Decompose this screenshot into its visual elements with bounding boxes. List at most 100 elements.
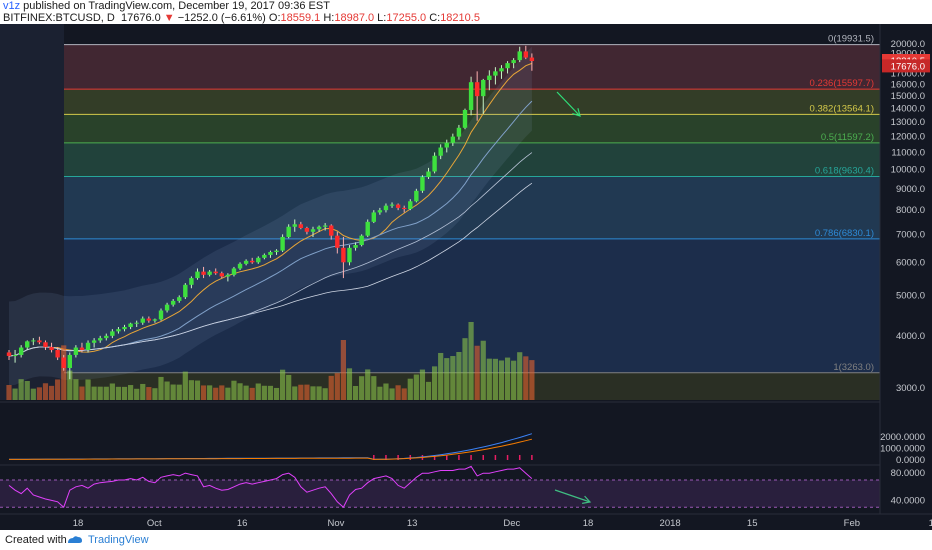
candle-body <box>474 82 480 97</box>
high-label: H: <box>323 12 335 24</box>
publish-line: v1z published on TradingView.com, Decemb… <box>0 0 932 12</box>
candle-body <box>383 205 389 211</box>
price-tick-label: 10000.0 <box>891 165 925 176</box>
volume-bar <box>523 356 529 400</box>
time-tick-label: 18 <box>583 518 594 529</box>
price-tick-label: 14000.0 <box>891 104 925 115</box>
price-chart[interactable]: 0(19931.5) 0.236(15597.7) 0.382(13564.1) 0.… <box>0 24 932 530</box>
price-tick-label: 7000.0 <box>896 229 925 240</box>
candle-body <box>12 354 18 356</box>
volume-bar <box>36 387 42 400</box>
candle-body <box>493 71 498 76</box>
volume-bar <box>182 371 188 400</box>
volume-bar <box>450 356 456 400</box>
price-axis-background <box>880 24 932 530</box>
volume-bar <box>140 383 146 400</box>
volume-bar <box>511 360 517 400</box>
candle-body <box>225 274 231 277</box>
candle-body <box>67 354 72 368</box>
volume-bar <box>310 386 316 400</box>
price-tick-label: 11000.0 <box>891 147 925 158</box>
candle-body <box>426 171 431 178</box>
price-change: −1252.0 (−6.61%) <box>177 12 266 24</box>
candle-body <box>444 142 449 148</box>
trend-arrow <box>556 91 581 117</box>
volume-bar <box>340 340 346 400</box>
candle-body <box>402 207 407 210</box>
candle-body <box>529 57 535 62</box>
moving-averages <box>8 46 533 386</box>
pre-fib-area <box>0 24 64 400</box>
fib-label: 0.786(6830.1) <box>815 228 874 239</box>
candle-body <box>140 318 145 323</box>
author-link[interactable]: v1z <box>3 0 21 12</box>
volume-bar <box>67 370 73 400</box>
volume-bar <box>492 358 498 400</box>
candle-body <box>250 260 255 263</box>
moving-average-line <box>8 62 533 357</box>
candle-body <box>286 226 291 237</box>
candle-body <box>128 323 133 327</box>
volume-bar <box>352 386 359 400</box>
volume-bar <box>261 385 267 400</box>
candle-body <box>134 322 139 324</box>
candle-body <box>298 224 304 228</box>
candle-body <box>322 225 328 227</box>
volume-bar <box>85 379 91 400</box>
macd-tick-label: 2000.0000 <box>880 432 925 443</box>
volume-bar <box>109 383 115 400</box>
candle-body <box>256 257 261 263</box>
candle-body <box>511 60 516 64</box>
fib-zone <box>64 176 880 239</box>
price-tick-label: 19000.0 <box>891 48 925 59</box>
candle-body <box>365 221 370 236</box>
candle-body <box>341 247 346 263</box>
candle-body <box>104 335 109 339</box>
volume-bar <box>79 386 85 400</box>
candle-body <box>189 278 194 285</box>
price-tick-label: 13000.0 <box>891 117 925 128</box>
volume-bar <box>359 376 365 400</box>
volume-bar <box>103 386 109 400</box>
price-tick-label: 15000.0 <box>891 91 925 102</box>
tradingview-brand[interactable]: TradingView <box>88 534 149 546</box>
volume-bar <box>55 379 61 400</box>
price-axis[interactable]: 20000.019000.018000.017000.016000.015000… <box>879 24 932 530</box>
volume-bar <box>152 388 158 400</box>
candle-body <box>146 318 152 321</box>
volume-bar <box>121 386 128 400</box>
volume-bar <box>219 385 225 400</box>
price-tick-label: 12000.0 <box>891 132 925 143</box>
candle-body <box>517 51 522 61</box>
volume-bar <box>383 383 389 400</box>
candle-body <box>395 204 401 208</box>
time-axis[interactable]: 18 Oct 16 Nov 13 Dec 18 2018 15 Feb 13 <box>0 513 932 529</box>
volume-bar <box>280 369 286 400</box>
volume-bar <box>371 376 377 400</box>
open-label: O: <box>268 12 281 24</box>
volume-bar <box>346 368 353 400</box>
volume-bar <box>231 380 237 400</box>
price-tick-label: 8000.0 <box>896 205 925 216</box>
volume-bar <box>207 385 213 400</box>
candle-body <box>304 227 310 232</box>
time-tick-label: Nov <box>328 518 345 529</box>
candle-body <box>523 51 528 58</box>
candle-body <box>359 235 364 246</box>
candles[interactable] <box>6 45 535 380</box>
fib-zone <box>64 114 880 143</box>
candle-body <box>456 127 462 137</box>
volume-bar <box>91 386 97 400</box>
signal-line <box>9 438 533 460</box>
close-value: 18210.5 <box>440 12 480 24</box>
rsi-pane <box>0 464 880 509</box>
volume-bar <box>18 379 24 400</box>
candle-body <box>262 254 267 258</box>
open-value: 18559.1 <box>280 12 321 24</box>
volume-bar <box>255 383 261 400</box>
volume-bar <box>170 384 176 400</box>
candle-body <box>91 340 97 343</box>
volume-bar <box>164 381 170 400</box>
symbol-label[interactable]: BITFINEX:BTCUSD, D <box>3 12 115 24</box>
low-value: 17255.0 <box>386 12 427 24</box>
